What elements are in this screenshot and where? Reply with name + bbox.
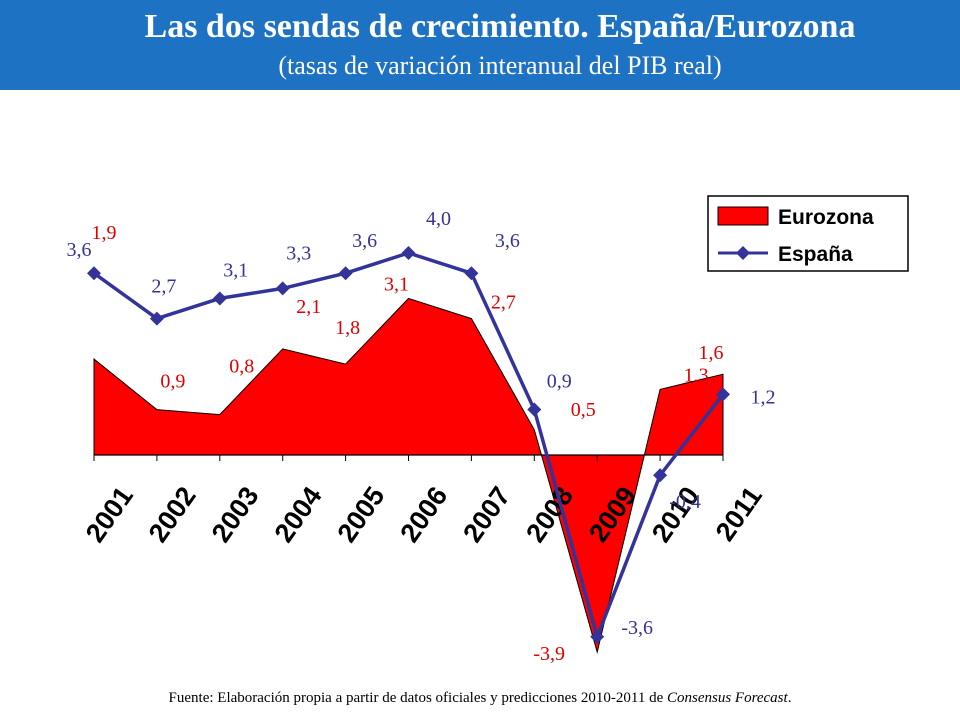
page-subtitle: (tasas de variación interanual del PIB r… [278, 51, 722, 80]
espana-data-label: 3,3 [286, 242, 311, 264]
espana-data-label: 1,2 [751, 386, 776, 408]
espana-point [87, 266, 101, 281]
espana-data-label: 2,7 [151, 276, 176, 298]
growth-chart: 2001 2002 2003 2004 2005 2006 2007 2008 2009 2010… [67, 195, 909, 665]
espana-point [590, 629, 605, 644]
x-tick-label: 2006 [394, 481, 453, 547]
eurozona-data-label: 0,5 [571, 399, 596, 421]
espana-data-label: 3,1 [223, 259, 248, 281]
espana-data-label: -0,4 [669, 491, 701, 513]
legend-marker-espana [736, 246, 750, 260]
espana-point [212, 291, 227, 306]
x-tick-label: 2007 [457, 481, 516, 547]
espana-data-label: -3,6 [621, 617, 653, 639]
espana-point [527, 402, 542, 417]
eurozona-area [93, 297, 724, 654]
eurozona-data-label: 2,7 [491, 292, 516, 314]
espana-point [464, 266, 479, 281]
source-note: Fuente: Elaboración propia a partir de d… [0, 690, 960, 707]
eurozona-data-label: 0,8 [229, 356, 254, 378]
data-labels: 1,9 0,9 0,8 2,1 1,8 3,1 2,7 0,5 -3,9 1,31,6 3,6 2,7… [67, 208, 776, 665]
x-tick-label: 2011 [710, 481, 768, 546]
espana-point [716, 387, 730, 402]
espana-line-layer [87, 246, 730, 644]
source-end: . [787, 690, 792, 706]
eurozona-area-layer [93, 297, 724, 654]
eurozona-data-label: -3,9 [533, 643, 565, 665]
espana-data-label: 3,6 [67, 239, 92, 261]
eurozona-data-label: 1,6 [699, 342, 724, 364]
x-tick-label: 2004 [269, 481, 328, 547]
eurozona-data-label: 1,9 [92, 222, 117, 244]
title-banner [0, 0, 960, 90]
legend-swatch-eurozona [717, 206, 769, 226]
page-title: Las dos sendas de crecimiento. España/Eu… [144, 8, 856, 45]
source-text: Fuente: Elaboración propia a partir de d… [168, 690, 667, 706]
x-tick-label: 2003 [206, 481, 265, 547]
eurozona-data-label: 1,8 [335, 317, 360, 339]
espana-point [338, 266, 353, 281]
espana-data-label: 0,9 [547, 371, 572, 393]
source-italic: Consensus Forecast [667, 690, 788, 706]
espana-point [275, 281, 290, 296]
x-tick-label: 2002 [143, 481, 202, 547]
legend: Eurozona España [707, 195, 909, 272]
eurozona-data-label: 1,3 [684, 364, 709, 386]
legend-label-espana: España [778, 243, 853, 266]
eurozona-data-label: 3,1 [384, 273, 409, 295]
legend-label-eurozona: Eurozona [778, 206, 874, 229]
espana-point [149, 311, 164, 326]
x-tick-label: 2001 [80, 481, 139, 547]
espana-point [401, 246, 416, 260]
eurozona-data-label: 2,1 [296, 296, 321, 318]
espana-data-label: 3,6 [352, 230, 377, 252]
eurozona-data-label: 0,9 [160, 371, 185, 393]
espana-data-label: 4,0 [426, 208, 451, 230]
x-tick-label: 2005 [331, 481, 390, 547]
espana-data-label: 3,6 [495, 230, 520, 252]
espana-point [653, 468, 668, 483]
